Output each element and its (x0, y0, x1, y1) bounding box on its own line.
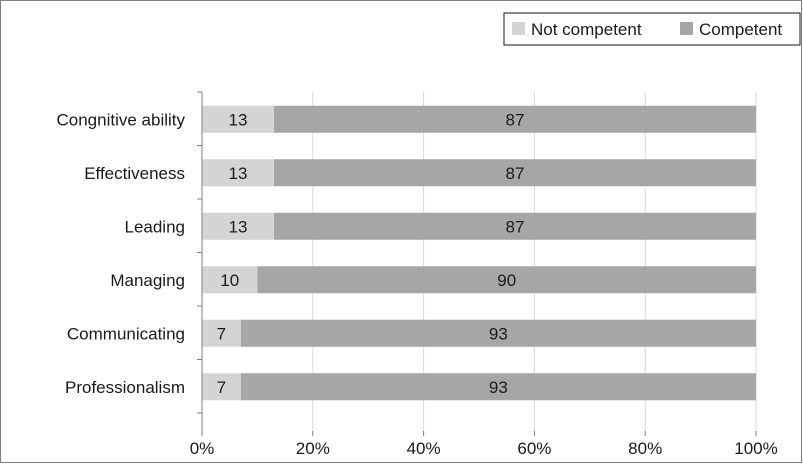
category-label: Congnitive ability (56, 110, 185, 129)
bar-not-competent (202, 373, 241, 401)
category-label: Leading (124, 217, 185, 236)
bar-competent (274, 159, 756, 187)
bar-competent (240, 319, 756, 347)
bar-not-competent (202, 159, 275, 187)
x-tick-label: 100% (734, 439, 777, 458)
category-label: Managing (110, 271, 185, 290)
data-label: 93 (489, 324, 508, 343)
legend-box (503, 12, 801, 46)
data-label: 10 (220, 271, 239, 290)
bar-competent (274, 212, 756, 240)
x-tick-label: 60% (517, 439, 551, 458)
data-label: 13 (229, 217, 248, 236)
category-label: Professionalism (65, 378, 185, 397)
legend-swatch (512, 22, 525, 35)
bar-not-competent (202, 319, 241, 347)
category-label: Communicating (67, 324, 185, 343)
data-label: 87 (506, 110, 525, 129)
data-label: 7 (217, 378, 226, 397)
bar-not-competent (202, 212, 275, 240)
data-label: 7 (217, 324, 226, 343)
x-tick-label: 0% (190, 439, 215, 458)
data-label: 87 (506, 164, 525, 183)
data-label: 87 (506, 217, 525, 236)
legend-label: Not competent (531, 20, 642, 39)
legend-swatch (680, 22, 693, 35)
bar-competent (274, 105, 756, 133)
bar-competent (240, 373, 756, 401)
x-tick-label: 80% (628, 439, 662, 458)
axes: 0% 20% 40% 60% 80% 100% Congnitive ability Effe… (56, 91, 778, 458)
legend-label: Competent (699, 20, 782, 39)
x-tick-label: 40% (407, 439, 441, 458)
data-label: 93 (489, 378, 508, 397)
bar-not-competent (202, 266, 258, 294)
category-label: Effectiveness (84, 164, 185, 183)
bar-competent (257, 266, 756, 294)
bars: 13 87 13 87 13 87 10 90 7 93 7 93 (202, 105, 756, 401)
data-label: 13 (229, 110, 248, 129)
legend: Not competent Competent (503, 12, 801, 46)
data-label: 90 (497, 271, 516, 290)
data-label: 13 (229, 164, 248, 183)
x-tick-label: 20% (296, 439, 330, 458)
bar-not-competent (202, 105, 275, 133)
